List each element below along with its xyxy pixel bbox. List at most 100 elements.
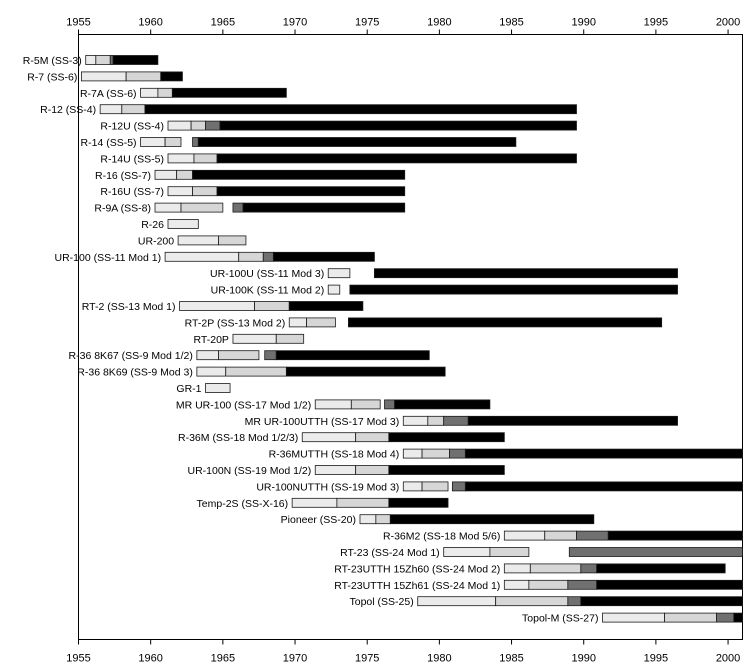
bar-segment (495, 596, 569, 607)
bar-segment (164, 137, 182, 147)
bar-segment (567, 596, 582, 607)
bar-segment (216, 153, 577, 164)
row-label: RT-2P (SS-13 Mod 2) (185, 317, 286, 329)
bar-segment (254, 301, 290, 311)
top-tick-label: 1975 (355, 17, 379, 29)
bar-segment (285, 366, 446, 377)
bar-segment (192, 137, 199, 147)
bar-segment (568, 547, 743, 557)
bar-segment (375, 514, 391, 525)
bar-segment (272, 251, 375, 262)
bar-segment (218, 350, 260, 361)
row-label: R-14U (SS-5) (100, 153, 164, 165)
bar-segment (179, 301, 256, 311)
bar-segment (489, 547, 530, 557)
bar-segment (167, 186, 193, 197)
bar-segment (225, 366, 287, 377)
bar-segment (80, 71, 127, 82)
top-tick-label: 1985 (499, 17, 523, 29)
row-label: MR UR-100 (SS-17 Mod 1/2) (176, 399, 311, 411)
row-label: R-7A (SS-6) (80, 88, 137, 100)
bar-segment (596, 563, 726, 574)
bar-segment (596, 579, 743, 590)
bar-segment (664, 612, 717, 623)
bar-segment (121, 104, 146, 115)
bar-segment (394, 399, 491, 410)
bar-segment (232, 202, 244, 213)
bar-segment (464, 448, 743, 459)
bar-segment (503, 530, 546, 541)
row-label: Topol (SS-25) (350, 596, 414, 608)
bottom-tick-label: 1980 (427, 653, 451, 665)
row-label: Pioneer (SS-20) (281, 514, 356, 526)
bar-segment (402, 415, 429, 426)
row-labels: R-5M (SS-3) R-7 (SS-6)R-7A (SS-6) R-12 (SS… (23, 55, 599, 625)
row-label: R-16 (SS-7) (95, 170, 151, 182)
bar-segment (580, 596, 743, 607)
bar-segment (190, 120, 206, 131)
bar-segment (167, 219, 199, 229)
bar-segment (503, 579, 530, 590)
row-label: UR-100U (SS-11 Mod 3) (210, 268, 324, 280)
top-tick-label: 1980 (427, 17, 451, 29)
bar-segment (567, 579, 598, 590)
bar-segment (464, 481, 743, 492)
bar-segment (503, 563, 531, 574)
bar-segment (85, 55, 97, 65)
bar-segment (140, 137, 166, 147)
bar-segment (99, 104, 123, 115)
bar-segment (336, 497, 390, 508)
bar-segment (576, 530, 609, 541)
top-tick-label: 1955 (66, 17, 90, 29)
bar-segment (180, 202, 224, 213)
bar-segment (205, 120, 221, 131)
bar-segment (733, 612, 743, 623)
bar-segment (192, 169, 406, 180)
bar-segment (544, 530, 577, 541)
bar-segment (242, 202, 406, 213)
bar-segment (112, 55, 159, 65)
bottom-tick-label: 1960 (138, 653, 162, 665)
row-label: MR UR-100UTTH (SS-17 Mod 3) (245, 416, 400, 428)
row-label: R-5M (SS-3) (23, 55, 82, 67)
bar-segment (238, 251, 264, 262)
bar-segment (218, 235, 247, 246)
bar-segment (288, 317, 307, 328)
row-label: R-36 8K69 (SS-9 Mod 3) (77, 367, 193, 379)
bar-segment (167, 153, 195, 164)
bar-segment (349, 284, 678, 295)
bar-segment (288, 301, 364, 311)
bar-segment (219, 120, 577, 131)
row-label: UR-100 (SS-11 Mod 1) (54, 252, 161, 264)
bottom-tick-label: 1975 (355, 653, 379, 665)
row-label: R-36MUTTH (SS-18 Mod 4) (269, 449, 400, 461)
bar-segment (275, 333, 305, 344)
bar-segment (355, 432, 390, 443)
bar-segment (443, 547, 491, 557)
top-tick-label: 1995 (644, 17, 668, 29)
bottom-tick-label: 1955 (66, 653, 90, 665)
bar-segment (350, 399, 381, 410)
top-tick-label: 1960 (138, 17, 162, 29)
bar-segment (196, 350, 219, 361)
bar-segment (197, 137, 517, 147)
row-label: Topol-M (SS-27) (522, 613, 598, 625)
bar-segment (140, 87, 159, 98)
bar-segment (205, 383, 231, 393)
bottom-tick-label: 1990 (571, 653, 595, 665)
bar-segment (355, 465, 390, 475)
top-tick-label: 1990 (571, 17, 595, 29)
bar-segment (388, 497, 449, 508)
bar-segment (402, 481, 423, 492)
row-label: RT-20P (194, 334, 229, 346)
bottom-tick-label: 1970 (283, 653, 307, 665)
bar-segment (348, 317, 663, 328)
bottom-tick-label: 1985 (499, 653, 523, 665)
bar-segment (264, 350, 277, 361)
bar-segment (421, 481, 449, 492)
bar-segment (384, 399, 396, 410)
bar-segment (301, 432, 357, 443)
bar-segment (157, 87, 173, 98)
bar-segment (388, 465, 505, 475)
